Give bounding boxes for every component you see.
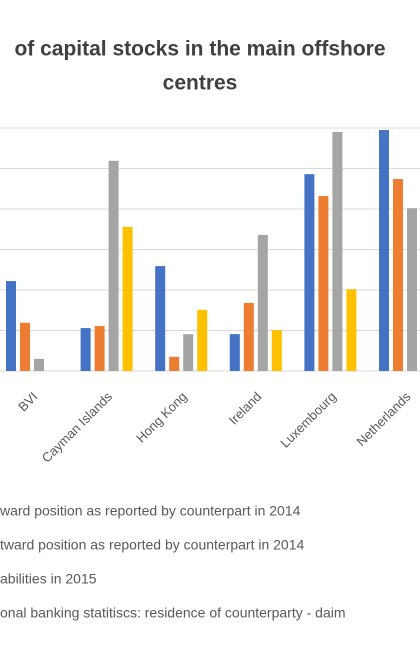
bar — [304, 174, 315, 371]
legend-label: onal banking statitiscs: residence of co… — [0, 605, 346, 621]
bar — [94, 326, 105, 371]
bar — [271, 330, 282, 371]
bar — [108, 160, 119, 371]
x-tick-label: Luxembourg — [277, 389, 339, 451]
x-tick-label: Cayman Islands — [39, 389, 116, 466]
chart-title: of capital stocks in the main offshore — [14, 38, 385, 61]
bar — [155, 266, 166, 371]
legend-label: abilities in 2015 — [0, 571, 97, 587]
x-tick-label: Hong Kong — [133, 389, 190, 446]
legend-label: tward position as reported by counterpar… — [0, 537, 305, 553]
bar — [407, 208, 417, 371]
x-tick-label: BVI — [15, 389, 40, 414]
bar — [122, 226, 133, 371]
bar — [243, 302, 254, 371]
bar — [257, 234, 268, 371]
bar — [379, 130, 389, 371]
bar — [197, 309, 208, 371]
chart-title: centres — [163, 72, 238, 95]
x-tick-label: Netherlands — [353, 389, 414, 450]
bar — [169, 356, 180, 371]
bar — [318, 196, 329, 371]
bar — [20, 322, 30, 371]
bar — [332, 132, 343, 371]
bar — [229, 334, 240, 371]
bar — [183, 334, 194, 371]
bar — [346, 289, 357, 371]
legend-label: ward position as reported by counterpart… — [0, 503, 301, 519]
x-tick-label: Ireland — [226, 389, 265, 428]
bar — [6, 281, 16, 371]
bar — [34, 358, 44, 371]
bar — [80, 328, 91, 371]
bar — [393, 179, 403, 371]
